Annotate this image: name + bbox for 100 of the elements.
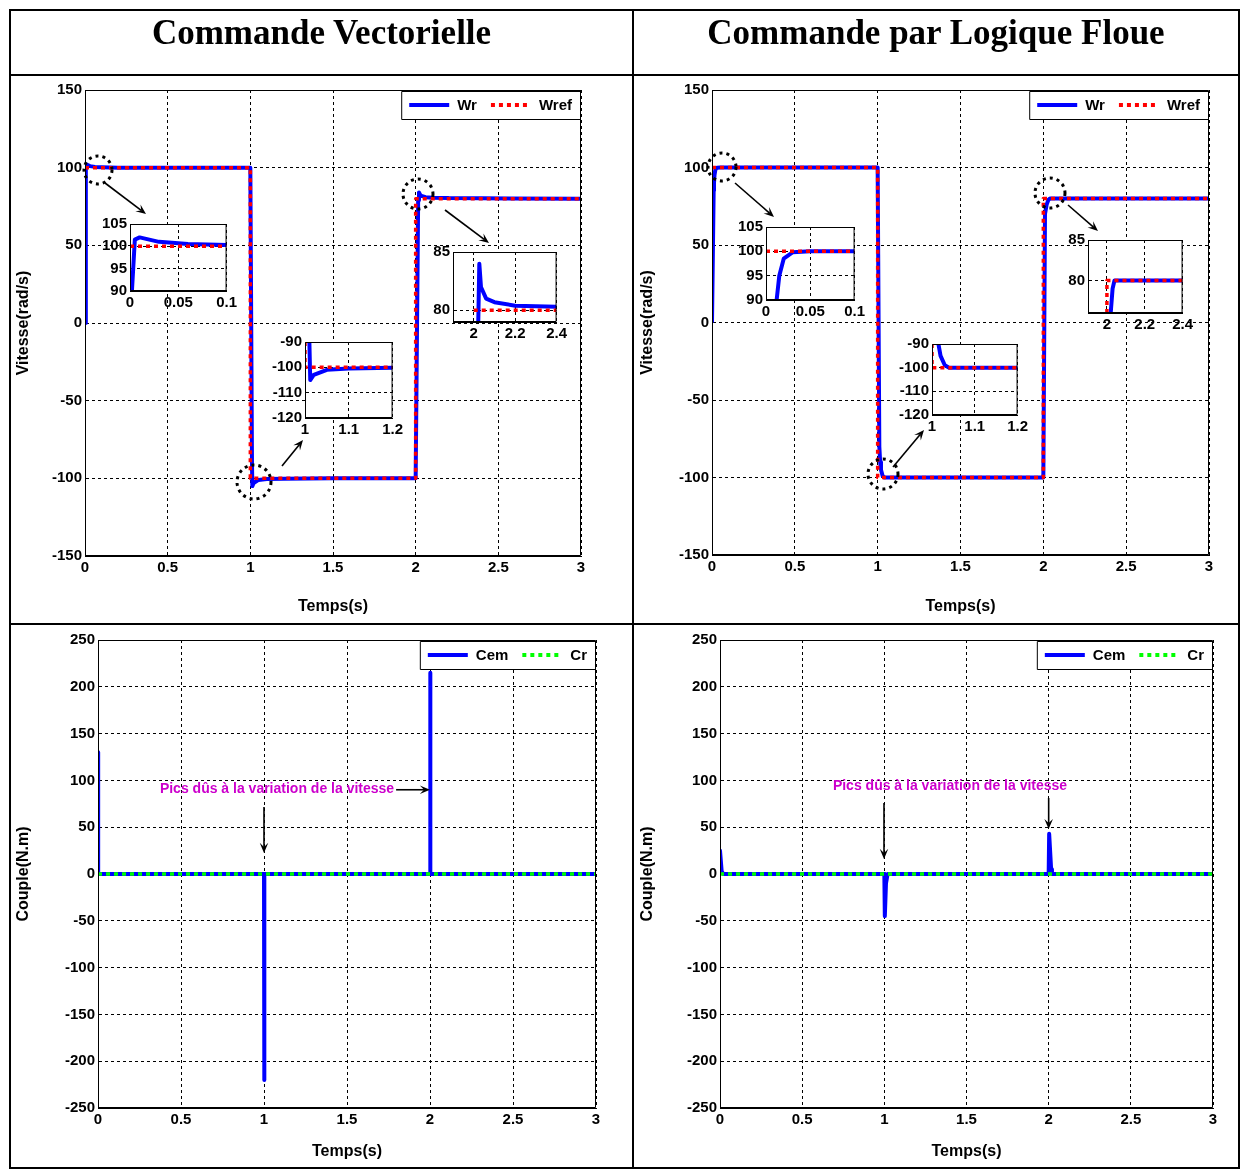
y-tick-label: -120 (898, 405, 929, 423)
y-tick-label: -150 (64, 1004, 95, 1022)
x-tick-label: 2.5 (1115, 557, 1137, 575)
y-tick-label: 150 (56, 80, 82, 98)
y-tick-label: 100 (56, 157, 82, 175)
x-tick-label: 2.2 (504, 324, 526, 342)
y-tick-label: 50 (65, 235, 82, 253)
y-tick-label: -50 (60, 390, 82, 408)
y-tick-label: 90 (110, 281, 127, 299)
y-tick-label: 80 (433, 300, 450, 318)
y-tick-label: -50 (73, 910, 95, 928)
x-tick-label: 1.5 (336, 1110, 358, 1128)
y-tick-label: -50 (687, 390, 709, 408)
annotation: Pics dûs à la variation de la vitesse (159, 779, 395, 796)
y-tick-label: 50 (78, 817, 95, 835)
y-tick-label: -120 (271, 408, 302, 426)
x-tick-label: 2.5 (502, 1110, 524, 1128)
y-tick-label: -110 (272, 382, 302, 400)
chart-title: Commande par Logique Floue (706, 12, 1166, 54)
y-tick-label: -100 (271, 357, 302, 375)
y-tick-label: 50 (700, 817, 717, 835)
legend-label: Cr (570, 646, 588, 664)
y-tick-label: 0 (86, 864, 95, 882)
legend-label: Cem (1092, 646, 1126, 664)
y-tick-label: -110 (899, 381, 929, 399)
y-tick-label: 100 (69, 770, 95, 788)
y-tick-label: -150 (51, 546, 82, 564)
y-tick-label: 200 (69, 676, 95, 694)
x-axis-title: Temps(s) (298, 596, 368, 614)
y-tick-label: 100 (691, 770, 717, 788)
y-tick-label: 95 (746, 265, 763, 283)
y-axis-title: Couple(N.m) (14, 826, 32, 922)
y-tick-label: -250 (686, 1098, 717, 1116)
y-tick-label: 0 (708, 864, 717, 882)
y-tick-label: 85 (433, 242, 450, 260)
x-tick-label: 2.5 (487, 558, 509, 576)
legend-label: Wr (457, 96, 478, 114)
x-axis-title: Temps(s) (931, 1141, 1002, 1159)
x-tick-label: 0.5 (170, 1110, 192, 1128)
y-tick-label: -100 (678, 467, 709, 485)
y-tick-label: 85 (1068, 230, 1085, 248)
x-tick-label: 1.5 (322, 558, 344, 576)
x-tick-label: 3 (1208, 1110, 1218, 1128)
chart-title: Commande Vectorielle (150, 12, 493, 54)
x-tick-label: 0.1 (844, 302, 865, 320)
y-tick-label: -250 (64, 1098, 95, 1116)
x-tick-label: 1.5 (956, 1110, 977, 1128)
y-tick-label: 100 (683, 157, 709, 175)
y-tick-label: 100 (737, 241, 763, 259)
y-tick-label: -150 (678, 545, 709, 563)
x-tick-label: 1 (873, 557, 882, 575)
x-tick-label: 2 (425, 1110, 435, 1128)
legend-label: Wr (1085, 96, 1106, 114)
y-tick-label: 80 (1068, 270, 1085, 288)
y-tick-label: 150 (691, 723, 717, 741)
x-tick-label: 1 (927, 417, 937, 435)
y-tick-label: 150 (69, 723, 95, 741)
x-tick-label: 1.1 (338, 420, 360, 438)
y-tick-label: -90 (280, 332, 302, 350)
x-axis-title: Temps(s) (925, 596, 996, 614)
x-tick-label: 0.5 (157, 558, 179, 576)
legend-label: Wref (1166, 96, 1201, 114)
y-tick-label: 105 (101, 214, 127, 232)
x-tick-label: 1.2 (382, 420, 403, 438)
y-tick-label: 250 (69, 630, 95, 648)
x-tick-label: 2 (1044, 1110, 1053, 1128)
x-tick-label: 3 (576, 558, 586, 576)
y-tick-label: -50 (695, 910, 717, 928)
x-tick-label: 0.05 (163, 293, 193, 311)
y-tick-label: 250 (691, 630, 717, 648)
y-tick-label: -90 (907, 334, 929, 352)
x-tick-label: 2.5 (1120, 1110, 1142, 1128)
y-axis-title: Couple(N.m) (638, 826, 656, 922)
y-tick-label: -100 (898, 357, 929, 375)
x-tick-label: 2.4 (546, 324, 568, 342)
y-tick-label: -100 (64, 957, 95, 975)
y-axis-title: Vitesse(rad/s) (638, 270, 656, 375)
x-tick-label: 1 (880, 1110, 889, 1128)
x-tick-label: 1.5 (950, 557, 971, 575)
annotation: Pics dûs à la variation de la vitesse (832, 776, 1068, 793)
x-tick-label: 3 (1204, 557, 1214, 575)
legend-label: Cem (475, 646, 509, 664)
x-tick-label: 3 (591, 1110, 601, 1128)
x-tick-label: 0.1 (216, 293, 237, 311)
x-tick-label: 0.5 (784, 557, 806, 575)
x-tick-label: 2.2 (1134, 315, 1156, 333)
x-tick-label: 2 (469, 324, 478, 342)
y-tick-label: 150 (683, 80, 709, 98)
y-tick-label: -100 (51, 468, 82, 486)
y-tick-label: 105 (737, 217, 763, 235)
x-tick-label: 0.5 (791, 1110, 813, 1128)
y-tick-label: 95 (110, 258, 127, 276)
x-tick-label: 1 (300, 420, 310, 438)
x-tick-label: 2 (1039, 557, 1048, 575)
y-axis-title: Vitesse(rad/s) (14, 270, 32, 376)
x-tick-label: 2 (411, 558, 420, 576)
x-tick-label: 1.1 (964, 417, 986, 435)
x-tick-label: 1.2 (1007, 417, 1028, 435)
y-tick-label: 200 (691, 676, 717, 694)
y-tick-label: -100 (686, 957, 717, 975)
